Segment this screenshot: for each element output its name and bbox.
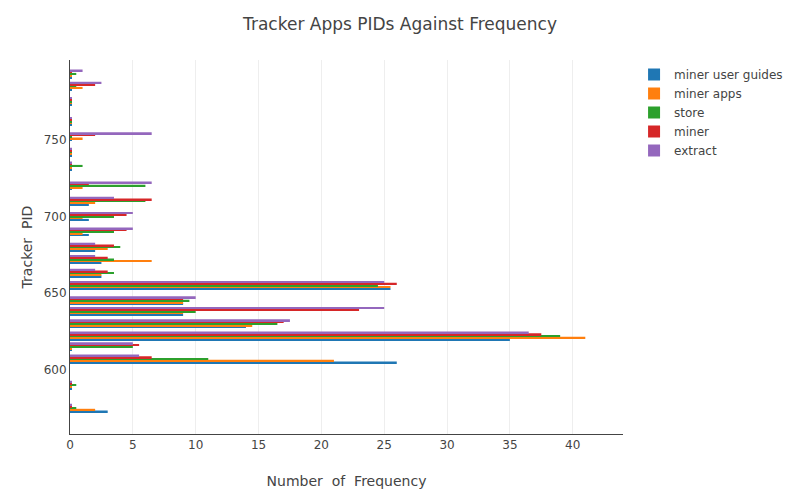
svg-text:35: 35 bbox=[502, 438, 517, 452]
svg-text:10: 10 bbox=[188, 438, 203, 452]
svg-text:Tracker Apps PIDs Against Freq: Tracker Apps PIDs Against Frequency bbox=[242, 14, 557, 34]
svg-text:650: 650 bbox=[44, 286, 67, 300]
svg-text:700: 700 bbox=[44, 210, 67, 224]
svg-text:miner: miner bbox=[674, 125, 709, 139]
svg-text:40: 40 bbox=[565, 438, 580, 452]
svg-text:extract: extract bbox=[674, 144, 717, 158]
svg-text:miner user guides: miner user guides bbox=[674, 68, 783, 82]
svg-text:Tracker PID: Tracker PID bbox=[19, 206, 35, 290]
svg-text:25: 25 bbox=[377, 438, 392, 452]
svg-text:miner apps: miner apps bbox=[674, 87, 742, 101]
svg-text:5: 5 bbox=[129, 438, 137, 452]
svg-text:Number of Frequency: Number of Frequency bbox=[267, 473, 427, 489]
svg-text:600: 600 bbox=[44, 363, 67, 377]
svg-text:15: 15 bbox=[251, 438, 266, 452]
svg-text:20: 20 bbox=[314, 438, 329, 452]
svg-text:store: store bbox=[674, 106, 704, 120]
svg-text:0: 0 bbox=[66, 438, 74, 452]
svg-text:30: 30 bbox=[439, 438, 454, 452]
svg-text:750: 750 bbox=[44, 133, 67, 147]
